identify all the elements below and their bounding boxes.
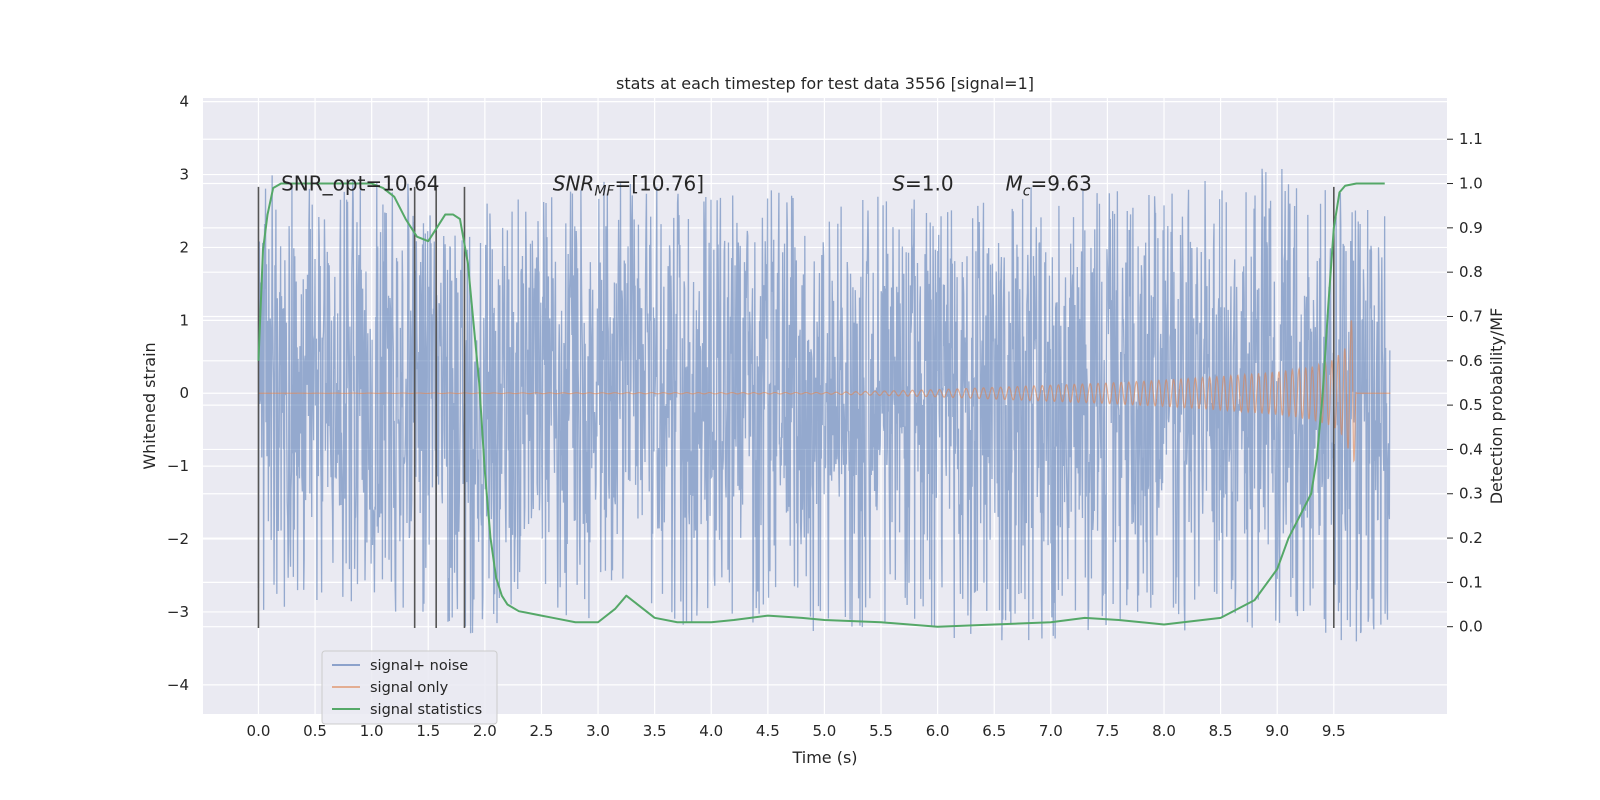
legend: signal+ noise signal only signal statist… bbox=[321, 650, 498, 725]
y2-tick-label: 0.5 bbox=[1459, 396, 1483, 414]
x-tick-label: 4.0 bbox=[699, 722, 723, 740]
y-tick-label: 4 bbox=[179, 93, 189, 111]
x-tick-label: 1.0 bbox=[360, 722, 384, 740]
y-tick-label: 0 bbox=[179, 384, 189, 402]
x-axis-label: Time (s) bbox=[791, 748, 857, 767]
signal-statistics-line bbox=[257, 182, 1385, 628]
signal-only-line bbox=[258, 320, 1391, 463]
x-tick-label: 1.5 bbox=[416, 722, 440, 740]
x-tick-label: 6.5 bbox=[982, 722, 1006, 740]
legend-label-signal-only: signal only bbox=[370, 680, 449, 696]
annotation-text: SNR_opt=10.64 bbox=[281, 171, 439, 195]
annotation-text: SNRMF=[10.76] bbox=[553, 171, 704, 199]
x-tick-label: 5.0 bbox=[813, 722, 837, 740]
signal-plus-noise-line bbox=[257, 168, 1391, 642]
y-tick-labels: −4 −3 −2 −1 0 1 2 3 4 bbox=[167, 93, 189, 694]
series-signal-statistics bbox=[257, 182, 1385, 628]
y2-tick-label: 0.2 bbox=[1459, 529, 1483, 547]
x-tick-label: 8.5 bbox=[1209, 722, 1233, 740]
y2-tick-labels: 0.0 0.1 0.2 0.3 0.4 0.5 0.6 0.7 0.8 0.9 1.0 1.1 bbox=[1447, 130, 1483, 636]
y2-tick-label: 1.1 bbox=[1459, 130, 1483, 148]
y-tick-label: −1 bbox=[167, 457, 189, 475]
y-tick-label: 1 bbox=[179, 311, 189, 329]
x-tick-label: 2.5 bbox=[530, 722, 554, 740]
x-tick-labels: 0.0 0.5 1.0 1.5 2.0 2.5 3.0 3.5 4.0 4.5 5.0 5.5 6.0 6… bbox=[247, 722, 1346, 740]
y-axis-label: Whitened strain bbox=[140, 342, 159, 469]
x-tick-label: 2.0 bbox=[473, 722, 497, 740]
x-tick-label: 0.5 bbox=[303, 722, 327, 740]
y-tick-label: 2 bbox=[179, 238, 189, 256]
annotation-text: Mc=9.63 bbox=[1006, 171, 1092, 199]
y-tick-label: −3 bbox=[167, 603, 189, 621]
y2-tick-label: 0.7 bbox=[1459, 307, 1483, 325]
x-tick-label: 0.0 bbox=[247, 722, 271, 740]
y2-tick-label: 0.1 bbox=[1459, 573, 1483, 591]
y2-tick-label: 0.0 bbox=[1459, 618, 1483, 636]
chart-title: stats at each timestep for test data 355… bbox=[616, 74, 1034, 93]
x-tick-label: 7.5 bbox=[1095, 722, 1119, 740]
annotation-text: S=1.0 bbox=[892, 171, 953, 195]
series-signal-plus-noise bbox=[257, 168, 1391, 642]
marker-lines bbox=[257, 186, 1335, 628]
x-tick-label: 8.0 bbox=[1152, 722, 1176, 740]
x-tick-label: 4.5 bbox=[756, 722, 780, 740]
y-tick-label: −2 bbox=[167, 530, 189, 548]
x-tick-label: 9.5 bbox=[1322, 722, 1346, 740]
y-tick-label: 3 bbox=[179, 166, 189, 184]
y2-tick-label: 0.4 bbox=[1459, 440, 1483, 458]
y2-tick-label: 0.6 bbox=[1459, 352, 1483, 370]
y2-tick-label: 0.9 bbox=[1459, 219, 1483, 237]
annotations: SNR_opt=10.64 SNRMF=[10.76] S=1.0 Mc=9.63 bbox=[281, 171, 1092, 199]
x-tick-label: 7.0 bbox=[1039, 722, 1063, 740]
x-tick-label: 3.5 bbox=[643, 722, 667, 740]
x-tick-label: 6.0 bbox=[926, 722, 950, 740]
series-signal-only bbox=[258, 320, 1391, 463]
y2-tick-label: 0.3 bbox=[1459, 485, 1483, 503]
x-tick-label: 3.0 bbox=[586, 722, 610, 740]
y-tick-label: −4 bbox=[167, 676, 189, 694]
legend-box bbox=[321, 650, 498, 725]
y2-tick-label: 1.0 bbox=[1459, 175, 1483, 193]
y2-axis-label: Detection probability/MF bbox=[1487, 308, 1506, 505]
x-tick-label: 9.0 bbox=[1265, 722, 1289, 740]
legend-label-signal-plus-noise: signal+ noise bbox=[370, 658, 468, 674]
y2-tick-label: 0.8 bbox=[1459, 263, 1483, 281]
x-tick-label: 5.5 bbox=[869, 722, 893, 740]
legend-label-signal-statistics: signal statistics bbox=[370, 702, 482, 718]
